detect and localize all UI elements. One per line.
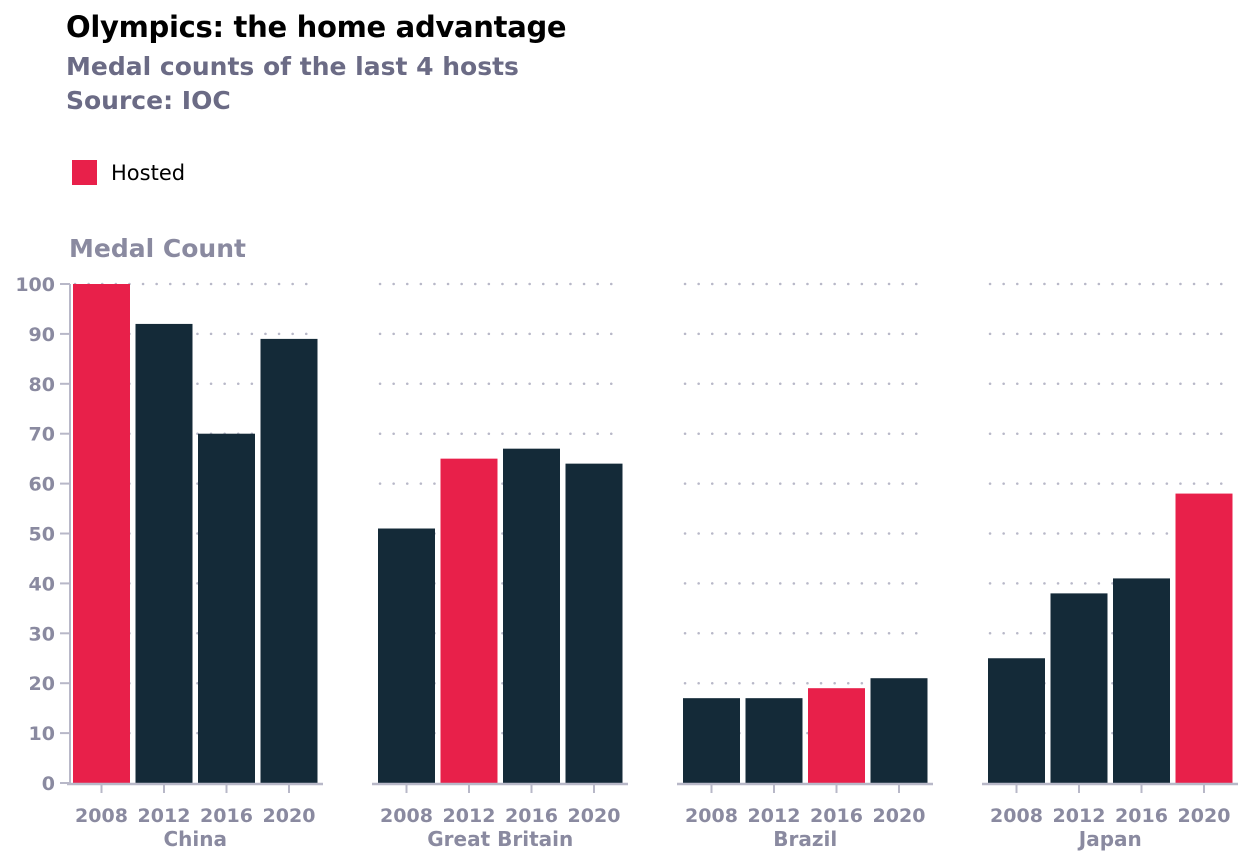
x-tick-label-1-2008: 2008 <box>380 805 433 827</box>
bar-china-2008 <box>73 284 130 783</box>
x-tick-label-1-2016: 2016 <box>505 805 558 827</box>
y-tick-label-70: 70 <box>29 424 55 446</box>
bar-brazil-2012 <box>745 698 803 783</box>
y-tick-label-80: 80 <box>29 374 55 396</box>
bar-brazil-2008 <box>683 698 740 783</box>
y-tick-label-100: 100 <box>15 274 55 296</box>
bar-japan-2012 <box>1050 593 1108 783</box>
x-tick-label-3-2016: 2016 <box>1115 805 1168 827</box>
group-label-great-britain: Great Britain <box>427 827 573 851</box>
y-tick-label-10: 10 <box>29 723 55 745</box>
bar-japan-2020 <box>1175 493 1233 783</box>
y-tick-label-60: 60 <box>29 474 55 496</box>
y-tick-label-50: 50 <box>29 524 55 546</box>
bar-great-britain-2012 <box>440 458 498 783</box>
x-tick-label-2-2008: 2008 <box>685 805 738 827</box>
bar-brazil-2016 <box>808 688 865 783</box>
y-tick-label-90: 90 <box>29 324 55 346</box>
chart-title: Olympics: the home advantage <box>66 10 567 44</box>
bar-great-britain-2016 <box>503 448 560 783</box>
group-label-japan: Japan <box>1077 827 1142 851</box>
bar-brazil-2020 <box>870 678 928 783</box>
x-tick-label-0-2008: 2008 <box>75 805 128 827</box>
x-tick-label-1-2012: 2012 <box>443 805 496 827</box>
bar-great-britain-2008 <box>378 528 435 783</box>
chart-source: Source: IOC <box>66 86 231 115</box>
x-tick-label-3-2020: 2020 <box>1178 805 1231 827</box>
bar-china-2020 <box>260 338 318 783</box>
y-tick-label-30: 30 <box>29 623 55 645</box>
y-axis-label: Medal Count <box>69 234 246 263</box>
x-tick-label-3-2012: 2012 <box>1053 805 1106 827</box>
bar-china-2016 <box>198 433 255 783</box>
axis-layer <box>67 284 1238 793</box>
y-tick-label-40: 40 <box>29 573 55 595</box>
x-tick-label-0-2020: 2020 <box>263 805 316 827</box>
y-tick-label-20: 20 <box>29 673 55 695</box>
legend-label-hosted: Hosted <box>111 160 186 185</box>
x-tick-label-3-2008: 2008 <box>990 805 1043 827</box>
chart-subtitle: Medal counts of the last 4 hosts <box>66 52 519 81</box>
bar-china-2012 <box>135 323 193 783</box>
bar-japan-2016 <box>1113 578 1170 783</box>
group-label-china: China <box>163 827 227 851</box>
bar-japan-2008 <box>988 658 1045 783</box>
bar-layer <box>73 284 1233 783</box>
group-label-brazil: Brazil <box>773 827 837 851</box>
y-tick-label-0: 0 <box>42 773 55 795</box>
x-tick-label-2-2016: 2016 <box>810 805 863 827</box>
x-tick-label-0-2016: 2016 <box>200 805 253 827</box>
legend-swatch-hosted <box>72 160 97 185</box>
y-tick-layer: 0 10 20 30 40 50 60 70 80 90 100 <box>15 274 70 795</box>
x-tick-label-0-2012: 2012 <box>138 805 191 827</box>
legend: Hosted <box>72 160 185 185</box>
x-tick-label-1-2020: 2020 <box>568 805 621 827</box>
bar-great-britain-2020 <box>565 463 623 783</box>
x-tick-label-2-2020: 2020 <box>873 805 926 827</box>
x-tick-label-2-2012: 2012 <box>748 805 801 827</box>
